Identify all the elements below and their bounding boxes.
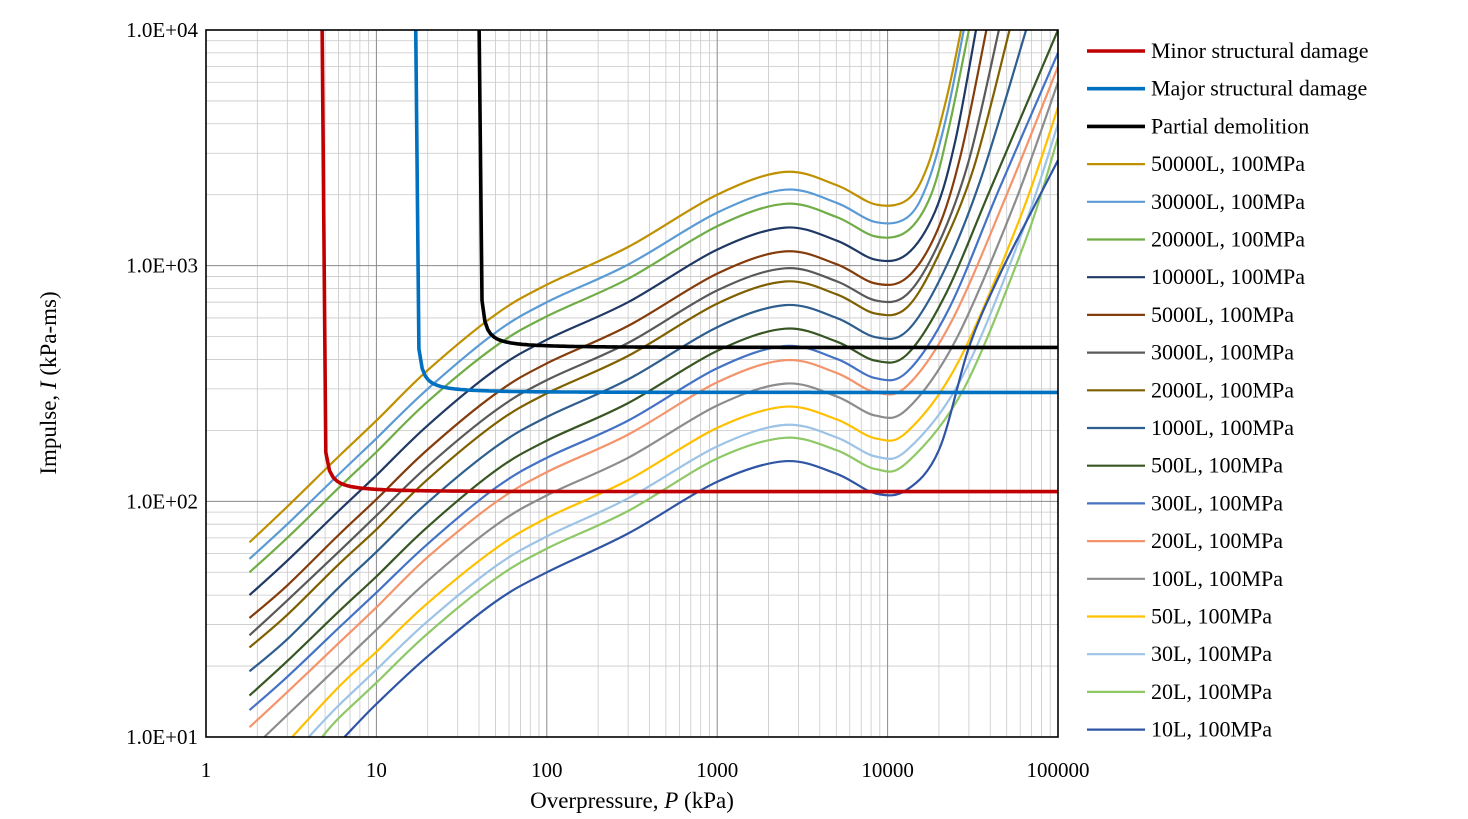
legend-label: 30L, 100MPa (1151, 641, 1272, 666)
legend-label: 50000L, 100MPa (1151, 151, 1305, 176)
y-axis-title-variable: I (36, 380, 61, 390)
legend-label: 2000L, 100MPa (1151, 377, 1294, 402)
legend-label: 10L, 100MPa (1151, 717, 1272, 742)
legend-label: 200L, 100MPa (1151, 528, 1283, 553)
threshold-major-structural-damage (413, 30, 1058, 395)
legend-label: 5000L, 100MPa (1151, 302, 1294, 327)
legend-label: 300L, 100MPa (1151, 490, 1283, 515)
pi-curve-30000l (248, 30, 965, 560)
legend-label: 3000L, 100MPa (1151, 340, 1294, 365)
pi-curve-30l (307, 123, 1058, 737)
pi-curve-20l (321, 137, 1058, 737)
legend-label: 20000L, 100MPa (1151, 227, 1305, 252)
pi-curve-5000l (248, 30, 988, 619)
legend-label: 50L, 100MPa (1151, 604, 1272, 629)
pi-curve-100l (263, 81, 1058, 737)
pi-curve-2000l (248, 30, 1011, 649)
x-tick-label: 10 (366, 758, 387, 782)
x-axis-title-prefix: Overpressure, (530, 788, 664, 813)
y-axis-ticks: 1.0E+01 1.0E+02 1.0E+03 1.0E+04 (126, 18, 198, 749)
pi-curve-500l (248, 30, 1058, 697)
minor-grid (206, 30, 1058, 737)
legend: Minor structural damage Major structural … (1087, 38, 1369, 742)
pi-curve-300l (248, 52, 1058, 711)
pi-curves (248, 30, 1058, 737)
legend-label: 10000L, 100MPa (1151, 264, 1305, 289)
x-tick-label: 100000 (1027, 758, 1090, 782)
pi-curve-200l (248, 66, 1058, 729)
threshold-minor-structural-damage (320, 30, 1058, 494)
x-axis-title-suffix: (kPa) (678, 788, 734, 813)
x-axis-title-variable: P (663, 788, 678, 813)
pi-curve-10l (343, 159, 1058, 737)
legend-label: 100L, 100MPa (1151, 566, 1283, 591)
y-axis-title-suffix: (kPa-ms) (36, 291, 61, 381)
pi-curve-50l (291, 106, 1058, 737)
x-tick-label: 1 (201, 758, 212, 782)
x-axis-title: Overpressure, P (kPa) (530, 788, 734, 813)
legend-label: Partial demolition (1151, 113, 1309, 138)
y-axis-title-prefix: Impulse, (36, 389, 61, 475)
legend-label: Minor structural damage (1151, 38, 1369, 63)
y-tick-label: 1.0E+03 (126, 254, 198, 278)
damage-threshold-curves (320, 30, 1058, 494)
x-axis-ticks: 1 10 100 1000 10000 100000 (201, 758, 1090, 782)
legend-label: 1000L, 100MPa (1151, 415, 1294, 440)
y-tick-label: 1.0E+01 (126, 725, 198, 749)
legend-label: 500L, 100MPa (1151, 453, 1283, 478)
plot-frame (205, 29, 1059, 738)
pi-curve-20000l (248, 30, 970, 574)
y-axis-title: Impulse, I (kPa-ms) (36, 291, 61, 474)
x-tick-label: 100 (531, 758, 563, 782)
legend-label: Major structural damage (1151, 76, 1367, 101)
x-tick-label: 10000 (861, 758, 914, 782)
pi-curve-1000l (248, 30, 1028, 673)
pi-curve-50000l (248, 30, 963, 544)
y-tick-label: 1.0E+02 (126, 489, 198, 513)
pi-curve-3000l (248, 30, 1000, 637)
y-tick-label: 1.0E+04 (126, 18, 198, 42)
threshold-partial-demolition (477, 30, 1058, 350)
legend-label: 20L, 100MPa (1151, 679, 1272, 704)
x-tick-label: 1000 (696, 758, 738, 782)
legend-label: 30000L, 100MPa (1151, 189, 1305, 214)
